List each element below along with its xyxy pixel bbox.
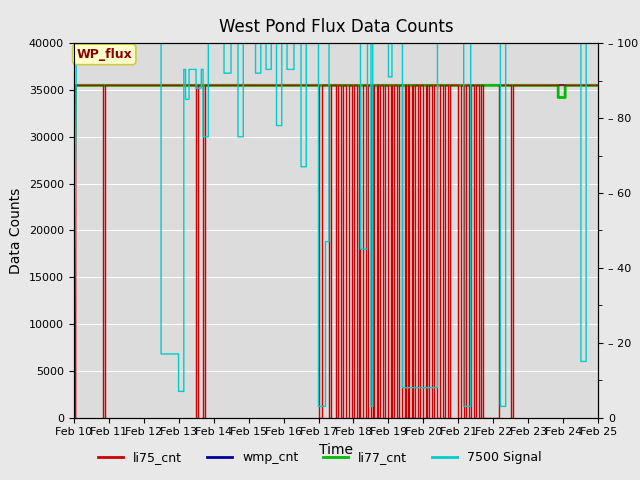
Title: West Pond Flux Data Counts: West Pond Flux Data Counts: [219, 18, 453, 36]
Text: WP_flux: WP_flux: [76, 48, 132, 61]
X-axis label: Time: Time: [319, 443, 353, 457]
Legend: li75_cnt, wmp_cnt, li77_cnt, 7500 Signal: li75_cnt, wmp_cnt, li77_cnt, 7500 Signal: [93, 446, 547, 469]
Y-axis label: Data Counts: Data Counts: [9, 187, 23, 274]
